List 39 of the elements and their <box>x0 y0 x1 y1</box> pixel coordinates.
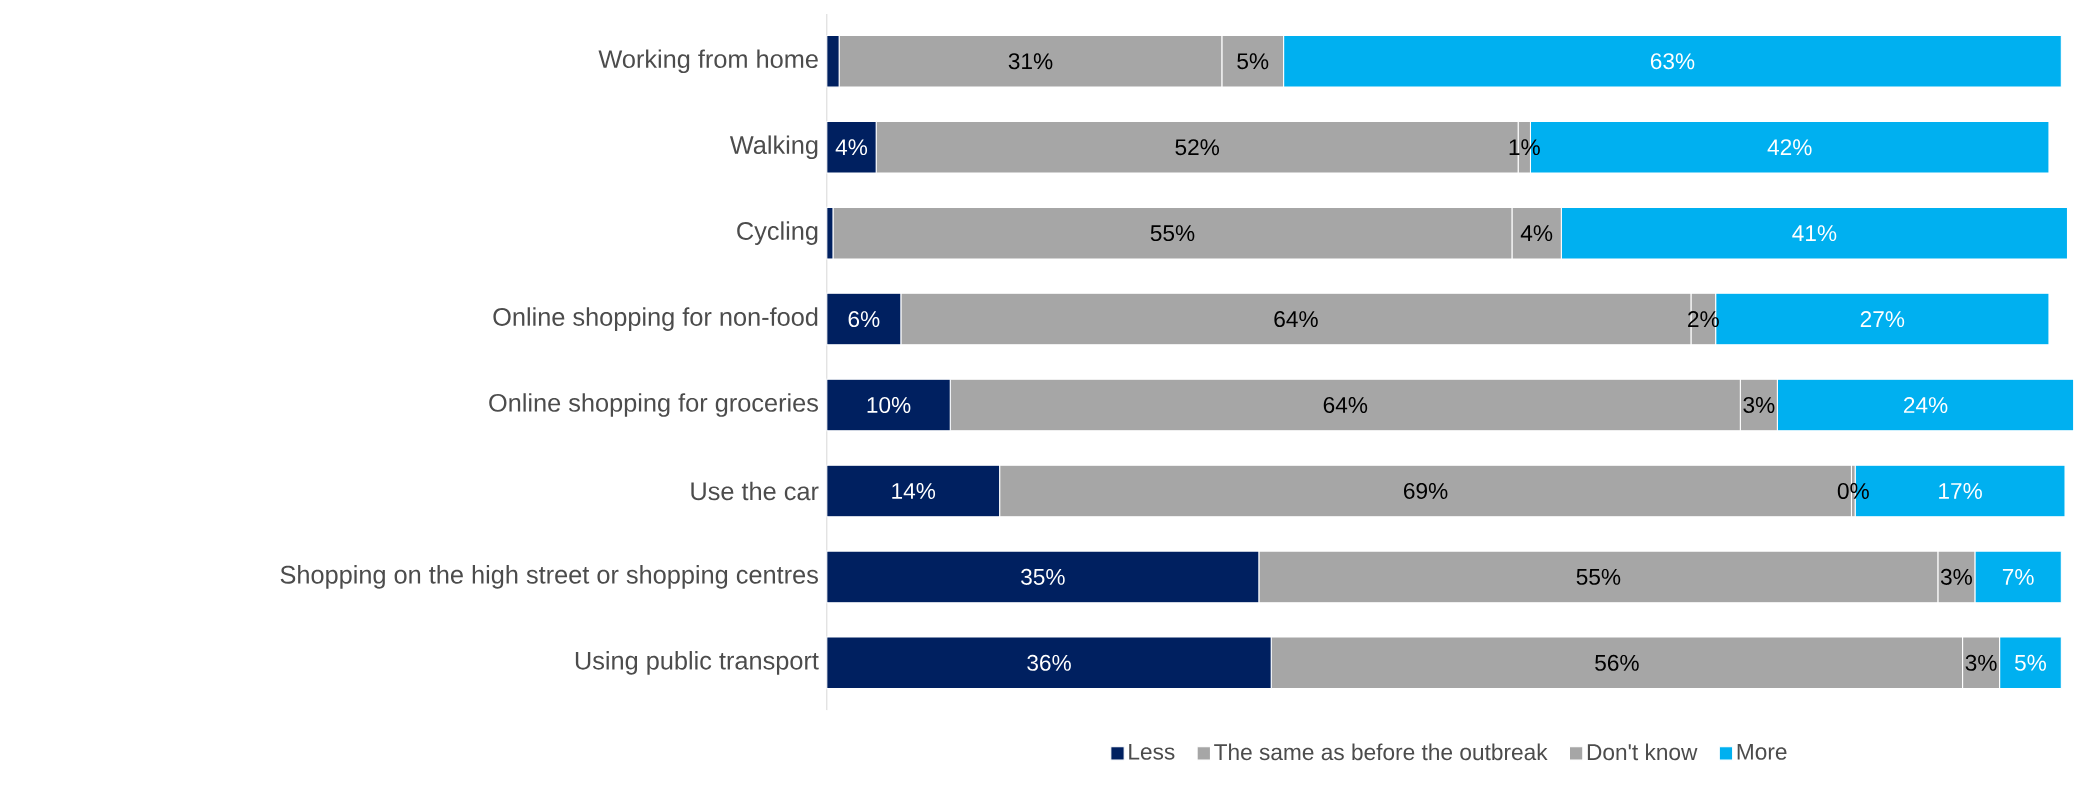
legend-label: More <box>1737 743 1787 760</box>
y-tick-label: Working from home <box>598 49 818 74</box>
y-tick-label: Online shopping for groceries <box>489 393 818 417</box>
data-label: 3% <box>1965 654 1997 671</box>
data-label: 69% <box>1404 482 1448 499</box>
data-label: 64% <box>1274 311 1318 328</box>
data-label: 10% <box>867 396 911 413</box>
data-label: 41% <box>1792 225 1837 242</box>
data-label: 63% <box>1650 53 1695 70</box>
data-label: 31% <box>1008 53 1053 70</box>
data-label: 35% <box>1021 568 1065 585</box>
data-label: 52% <box>1175 139 1220 156</box>
data-label: 7% <box>2002 568 2034 585</box>
data-label: 4% <box>1520 225 1553 242</box>
data-label: 14% <box>892 482 936 499</box>
data-label: 36% <box>1027 654 1071 671</box>
y-tick-label: Using public transport <box>575 650 819 675</box>
data-label: 55% <box>1150 225 1195 242</box>
data-label: 6% <box>848 311 880 328</box>
data-label: 3% <box>1940 568 1972 585</box>
y-tick-label: Walking <box>729 135 818 159</box>
data-label: 4% <box>835 139 868 156</box>
data-label: 56% <box>1595 654 1639 671</box>
y-tick-label: Shopping on the high street or shopping centres <box>280 565 818 589</box>
data-label: 24% <box>1903 396 1948 413</box>
legend-label: Don't know <box>1587 743 1698 761</box>
data-label: 17% <box>1939 482 1982 499</box>
data-label: 55% <box>1576 568 1621 585</box>
data-label: 64% <box>1323 396 1368 413</box>
data-label: 5% <box>1237 53 1269 70</box>
y-tick-label: Online shopping for non-food <box>493 307 818 331</box>
legend-label: The same as before the outbreak <box>1214 743 1548 761</box>
data-label: 3% <box>1743 396 1775 413</box>
legend-label: Less <box>1129 743 1175 760</box>
data-label: 27% <box>1860 311 1905 327</box>
y-tick-label: Cycling <box>737 221 818 245</box>
data-label: 5% <box>2014 654 2047 671</box>
data-label: 42% <box>1767 139 1812 156</box>
y-tick-label: Use the car <box>691 481 819 501</box>
